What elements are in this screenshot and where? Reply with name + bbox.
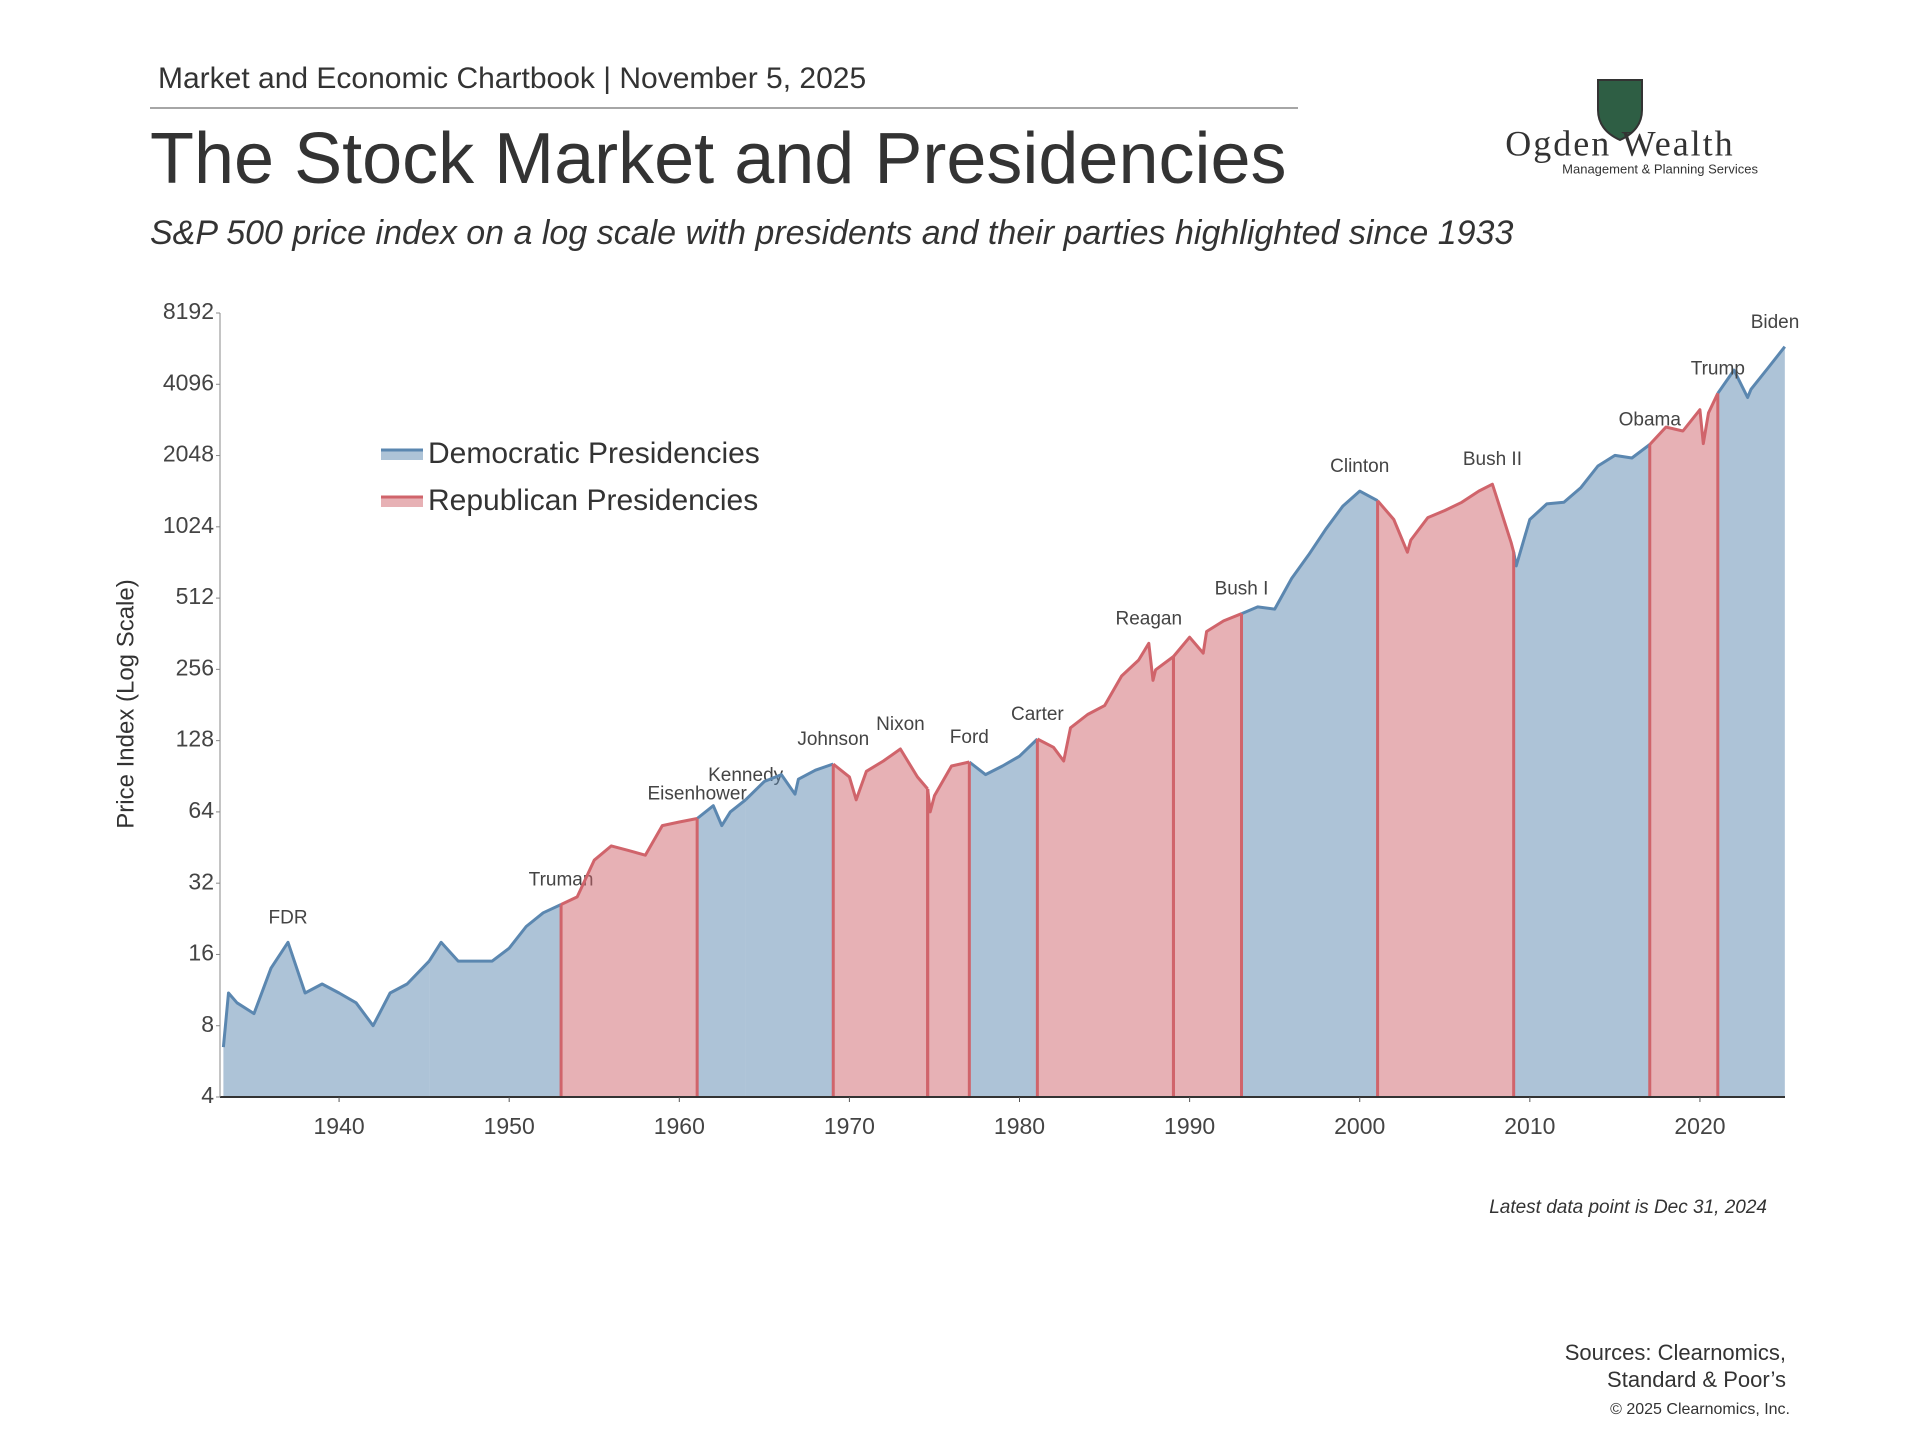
x-tick-label: 1970 <box>824 1113 875 1139</box>
x-tick-label: 2010 <box>1504 1113 1555 1139</box>
area <box>1377 484 1514 1097</box>
x-tick-label: 2020 <box>1674 1113 1725 1139</box>
legend-swatch <box>381 497 423 507</box>
president-label: Obama <box>1619 410 1682 431</box>
legend-swatch <box>381 450 423 460</box>
logo-shield <box>1597 79 1643 142</box>
line <box>1716 345 1786 399</box>
area <box>429 904 562 1097</box>
x-tick-label: 2000 <box>1334 1113 1385 1139</box>
y-tick-label: 256 <box>176 654 214 680</box>
y-tick-label: 16 <box>188 940 214 966</box>
x-tick-label: 1990 <box>1164 1113 1215 1139</box>
y-tick-label: 512 <box>176 583 214 609</box>
president-label: Clinton <box>1330 456 1389 477</box>
area <box>1717 346 1785 1097</box>
x-tick-label: 1980 <box>994 1113 1045 1139</box>
line <box>1036 641 1175 763</box>
president-label: Nixon <box>876 714 925 735</box>
y-tick-label: 64 <box>188 797 214 823</box>
president-label: Eisenhower <box>648 784 748 805</box>
area <box>1173 613 1242 1097</box>
legend-label: Republican Presidencies <box>428 484 758 517</box>
area <box>969 739 1038 1097</box>
legend-label: Democratic Presidencies <box>428 437 760 470</box>
y-tick-label: 4 <box>201 1082 214 1108</box>
area <box>1649 393 1718 1097</box>
area <box>1037 643 1174 1097</box>
line <box>1512 443 1651 568</box>
logo: Ogden Wealth Management & Planning Servi… <box>1505 79 1758 176</box>
line <box>1648 392 1720 446</box>
line <box>926 760 970 814</box>
copyright: © 2025 Clearnomics, Inc. <box>1610 1401 1790 1418</box>
line <box>1172 612 1243 658</box>
president-label: Trump <box>1691 358 1745 379</box>
chartbook-header: Market and Economic Chartbook | November… <box>158 62 866 95</box>
y-tick-label: 8192 <box>163 298 214 324</box>
y-tick-label: 2048 <box>163 441 214 467</box>
title: The Stock Market and Presidencies <box>150 119 1287 199</box>
area <box>927 761 970 1097</box>
president-label: Biden <box>1751 312 1800 333</box>
line <box>832 747 929 802</box>
y-tick-label: 4096 <box>163 369 214 395</box>
y-tick-label: 1024 <box>163 512 214 538</box>
source-line: Standard & Poor’s <box>1607 1367 1786 1392</box>
president-label: Johnson <box>797 729 869 750</box>
y-tick-label: 8 <box>201 1011 214 1037</box>
area <box>697 799 746 1097</box>
president-label: Bush II <box>1463 449 1522 470</box>
line <box>560 817 698 906</box>
president-label: Bush I <box>1215 579 1269 600</box>
president-label: Truman <box>529 870 594 891</box>
area <box>1513 444 1650 1098</box>
line <box>1240 489 1379 616</box>
source-line: Sources: Clearnomics, <box>1565 1340 1786 1365</box>
subtitle: S&P 500 price index on a log scale with … <box>150 214 1513 252</box>
area <box>833 749 928 1097</box>
line <box>696 798 747 828</box>
x-tick-label: 1940 <box>313 1113 364 1139</box>
line <box>221 940 431 1048</box>
area <box>223 942 430 1097</box>
logo-tagline: Management & Planning Services <box>1562 161 1758 176</box>
x-tick-label: 1950 <box>484 1113 535 1139</box>
president-label: Ford <box>950 727 989 748</box>
y-tick-label: 32 <box>188 868 214 894</box>
line <box>1376 482 1516 554</box>
logo-name: Ogden Wealth <box>1505 123 1734 163</box>
annotation: Latest data point is Dec 31, 2024 <box>1489 1197 1767 1218</box>
y-tick-label: 128 <box>176 726 214 752</box>
area <box>745 763 834 1097</box>
area <box>1241 491 1378 1097</box>
line <box>968 737 1039 777</box>
president-label: FDR <box>269 907 308 928</box>
line <box>744 762 834 801</box>
x-tick-label: 1960 <box>654 1113 705 1139</box>
president-label: Carter <box>1011 704 1064 725</box>
line <box>427 903 562 963</box>
area <box>561 818 698 1097</box>
y-axis-title: Price Index (Log Scale) <box>112 579 139 828</box>
president-label: Reagan <box>1116 608 1183 629</box>
